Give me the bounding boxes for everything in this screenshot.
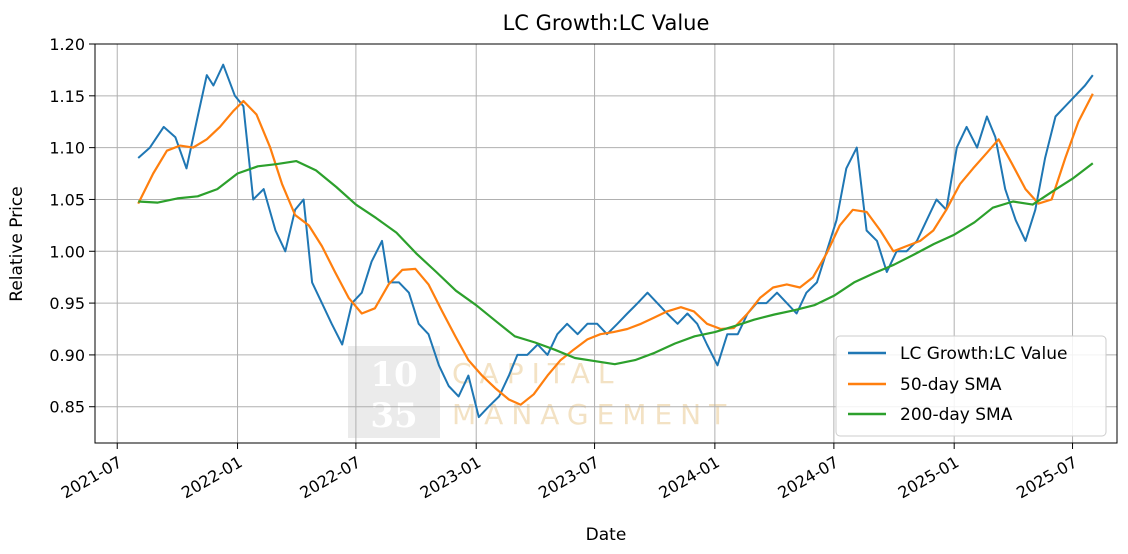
series-lc-growth-lc-value-line — [137, 63, 1094, 419]
watermark-number-top: 10 — [370, 355, 417, 395]
chart-title: LC Growth:LC Value — [503, 11, 710, 35]
x-tick-label: 2024-01 — [655, 452, 722, 502]
x-axis: 2021-07 2022-01 2022-07 2023-01 2023-07 2024-… — [58, 443, 1081, 502]
series-layer — [137, 63, 1094, 419]
y-tick-label: 1.05 — [49, 190, 85, 209]
y-tick-label: 0.95 — [49, 294, 85, 313]
y-tick-label: 1.20 — [49, 35, 85, 54]
legend-label-series-3: 200-day SMA — [900, 405, 1013, 425]
x-tick-label: 2022-07 — [296, 452, 363, 502]
y-tick-label: 1.15 — [49, 87, 85, 106]
legend-label-series-1: LC Growth:LC Value — [900, 344, 1067, 364]
y-tick-label: 1.10 — [49, 139, 85, 158]
watermark-number-bottom: 35 — [370, 396, 417, 436]
watermark-box — [348, 346, 440, 438]
watermark-line2: MANAGEMENT — [452, 398, 734, 431]
x-tick-label: 2021-07 — [58, 452, 125, 502]
x-tick-label: 2025-01 — [895, 452, 962, 502]
x-tick-label: 2022-01 — [178, 452, 245, 502]
watermark: 10 35 CAPITAL MANAGEMENT — [348, 346, 734, 438]
legend-label-series-2: 50-day SMA — [900, 375, 1002, 395]
y-tick-label: 0.85 — [49, 398, 85, 417]
plot-frame — [94, 43, 1118, 444]
x-axis-title: Date — [586, 525, 627, 545]
x-tick-label: 2023-01 — [417, 452, 484, 502]
y-tick-label: 0.90 — [49, 346, 85, 365]
series-200-day-sma-line — [138, 160, 1094, 366]
x-tick-label: 2025-07 — [1013, 452, 1080, 502]
legend-box — [835, 335, 1107, 437]
y-tick-label: 1.00 — [49, 242, 85, 261]
x-tick-label: 2023-07 — [535, 452, 602, 502]
y-axis-title: Relative Price — [7, 186, 27, 301]
legend: LC Growth:LC Value 50-day SMA 200-day SM… — [835, 335, 1107, 437]
x-tick-label: 2024-07 — [774, 452, 841, 502]
y-axis: 0.85 0.90 0.95 1.00 1.05 1.10 1.15 1.20 — [49, 35, 95, 417]
series-50-day-sma-line — [137, 93, 1094, 406]
